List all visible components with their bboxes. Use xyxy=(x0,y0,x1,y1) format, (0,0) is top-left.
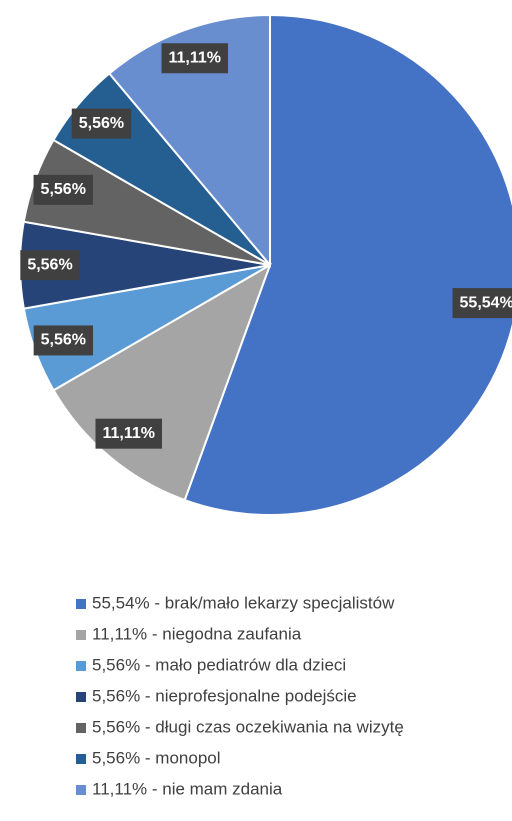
data-label-text: 5,56% xyxy=(41,181,86,198)
data-label: 11,11% xyxy=(95,418,163,449)
data-label-text: 5,56% xyxy=(27,256,72,273)
legend-marker xyxy=(76,599,86,609)
legend-label: 5,56% - monopol xyxy=(92,748,221,767)
data-label-text: 5,56% xyxy=(41,332,86,349)
data-label-text: 5,56% xyxy=(79,115,124,132)
data-label-box xyxy=(452,288,512,319)
legend-marker xyxy=(76,754,86,764)
legend-label: 11,11% - niegodna zaufania xyxy=(92,624,302,643)
data-label: 5,56% xyxy=(33,325,94,356)
data-label-box xyxy=(161,43,229,74)
data-label-text: 11,11% xyxy=(103,425,156,442)
legend-label: 5,56% - długi czas oczekiwania na wizytę xyxy=(92,717,404,736)
data-label-text: 11,11% xyxy=(169,49,222,66)
legend-label: 55,54% - brak/mało lekarzy specjalistów xyxy=(92,593,395,612)
data-label-box xyxy=(71,108,132,139)
data-label-box xyxy=(95,418,163,449)
data-label: 55,54% xyxy=(452,288,512,319)
data-label-text: 55,54% xyxy=(460,294,512,311)
pie-slice xyxy=(107,13,271,268)
data-label-box xyxy=(33,325,94,356)
legend-marker xyxy=(76,630,86,640)
data-label-box xyxy=(33,174,93,205)
pie-slice xyxy=(183,13,512,516)
legend-label: 5,56% - nieprofesjonalne podejście xyxy=(92,686,357,705)
data-label: 5,56% xyxy=(33,174,93,205)
data-label: 5,56% xyxy=(20,250,80,281)
legend-marker xyxy=(76,692,86,702)
legend-label: 5,56% - mało pediatrów dla dzieci xyxy=(92,655,346,674)
legend-label: 11,11% - nie mam zdania xyxy=(92,779,283,798)
data-label: 5,56% xyxy=(71,108,132,139)
legend-marker xyxy=(76,661,86,671)
legend-marker xyxy=(76,723,86,733)
data-label-box xyxy=(20,250,80,281)
legend-marker xyxy=(76,785,86,795)
data-label: 11,11% xyxy=(161,43,229,74)
